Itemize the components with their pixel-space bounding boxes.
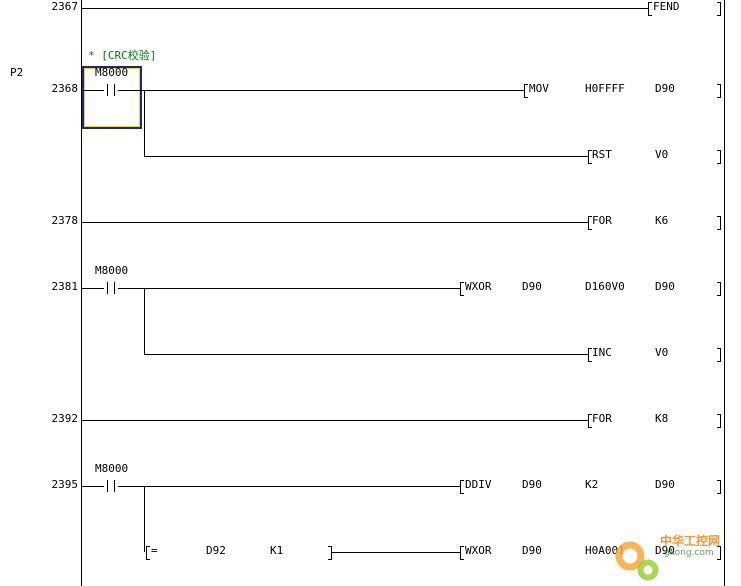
operand[interactable]: D90 bbox=[655, 280, 675, 293]
branch-wire bbox=[144, 486, 145, 552]
operand[interactable]: D160V0 bbox=[585, 280, 625, 293]
watermark-logo: 中华工控网 gkong.com bbox=[612, 520, 740, 586]
contact-label: M8000 bbox=[95, 66, 129, 79]
pointer-label: P2 bbox=[10, 66, 24, 79]
instruction-bracket-close bbox=[717, 414, 721, 428]
instruction-rst[interactable]: RST bbox=[592, 148, 612, 161]
operand[interactable]: V0 bbox=[655, 346, 669, 359]
instruction-bracket-open bbox=[460, 282, 464, 296]
step-number: 2378 bbox=[51, 214, 79, 227]
rung-wire bbox=[144, 354, 588, 355]
operand[interactable]: K1 bbox=[270, 544, 284, 557]
instruction-bracket-open bbox=[588, 150, 592, 164]
instruction-bracket-open bbox=[524, 84, 528, 98]
instruction-bracket-close bbox=[717, 480, 721, 494]
operand[interactable]: H0FFFF bbox=[585, 82, 625, 95]
right-power-rail bbox=[724, 0, 725, 586]
instruction-bracket-close bbox=[717, 216, 721, 230]
rung-wire bbox=[82, 90, 104, 91]
operand[interactable]: D92 bbox=[206, 544, 226, 557]
instruction-bracket-close bbox=[717, 348, 721, 362]
operand[interactable]: D90 bbox=[655, 478, 675, 491]
rung-wire bbox=[118, 288, 460, 289]
instruction-bracket-open bbox=[588, 348, 592, 362]
watermark-text: 中华工控网 bbox=[660, 534, 721, 548]
instruction-mov[interactable]: MOV bbox=[529, 82, 549, 95]
left-power-rail bbox=[81, 0, 82, 586]
compare-bracket-open bbox=[146, 546, 150, 560]
rung-wire bbox=[82, 486, 104, 487]
watermark-url: gkong.com bbox=[664, 548, 714, 558]
operand[interactable]: D90 bbox=[522, 478, 542, 491]
operand[interactable]: K2 bbox=[585, 478, 599, 491]
ladder-cursor-highlight bbox=[84, 68, 140, 127]
instruction-for[interactable]: FOR bbox=[592, 412, 612, 425]
instruction-fend[interactable]: FEND bbox=[653, 0, 680, 13]
instruction-bracket-close bbox=[717, 84, 721, 98]
rung-wire bbox=[82, 420, 588, 421]
rung-wire bbox=[82, 288, 104, 289]
rung-comment: * [CRC校验] bbox=[88, 49, 157, 62]
step-number: 2367 bbox=[51, 0, 79, 13]
compare-operator[interactable]: = bbox=[151, 544, 158, 557]
rung-wire bbox=[332, 552, 460, 553]
instruction-inc[interactable]: INC bbox=[592, 346, 612, 359]
step-number: 2392 bbox=[51, 412, 79, 425]
ladder-cursor[interactable] bbox=[82, 66, 142, 129]
instruction-wxor[interactable]: WXOR bbox=[465, 280, 492, 293]
instruction-bracket-open bbox=[648, 2, 652, 16]
rung-wire bbox=[144, 156, 588, 157]
operand[interactable]: V0 bbox=[655, 148, 669, 161]
branch-wire bbox=[144, 288, 145, 354]
contact-label: M8000 bbox=[95, 264, 129, 277]
instruction-bracket-open bbox=[460, 480, 464, 494]
operand[interactable]: D90 bbox=[655, 82, 675, 95]
contact-no-symbol[interactable] bbox=[104, 84, 118, 96]
instruction-bracket-close bbox=[717, 282, 721, 296]
rung-wire bbox=[82, 8, 648, 9]
step-number: 2368 bbox=[51, 82, 79, 95]
instruction-bracket-close bbox=[717, 150, 721, 164]
rung-wire bbox=[118, 486, 460, 487]
instruction-bracket-close bbox=[717, 546, 721, 560]
branch-wire bbox=[144, 90, 145, 156]
contact-no-symbol[interactable] bbox=[104, 282, 118, 294]
instruction-ddiv[interactable]: DDIV bbox=[465, 478, 492, 491]
operand[interactable]: K8 bbox=[655, 412, 669, 425]
step-number: 2381 bbox=[51, 280, 79, 293]
contact-label: M8000 bbox=[95, 462, 129, 475]
instruction-bracket-open bbox=[588, 216, 592, 230]
instruction-wxor[interactable]: WXOR bbox=[465, 544, 492, 557]
instruction-bracket-close bbox=[717, 2, 721, 16]
contact-no-symbol[interactable] bbox=[104, 480, 118, 492]
gear-icon bbox=[636, 558, 660, 582]
instruction-for[interactable]: FOR bbox=[592, 214, 612, 227]
operand[interactable]: D90 bbox=[522, 544, 542, 557]
step-number: 2395 bbox=[51, 478, 79, 491]
instruction-bracket-open bbox=[588, 414, 592, 428]
rung-wire bbox=[118, 90, 524, 91]
operand[interactable]: K6 bbox=[655, 214, 669, 227]
operand[interactable]: D90 bbox=[655, 544, 675, 557]
rung-wire bbox=[82, 222, 588, 223]
compare-bracket-close bbox=[328, 546, 332, 560]
operand[interactable]: D90 bbox=[522, 280, 542, 293]
instruction-bracket-open bbox=[460, 546, 464, 560]
